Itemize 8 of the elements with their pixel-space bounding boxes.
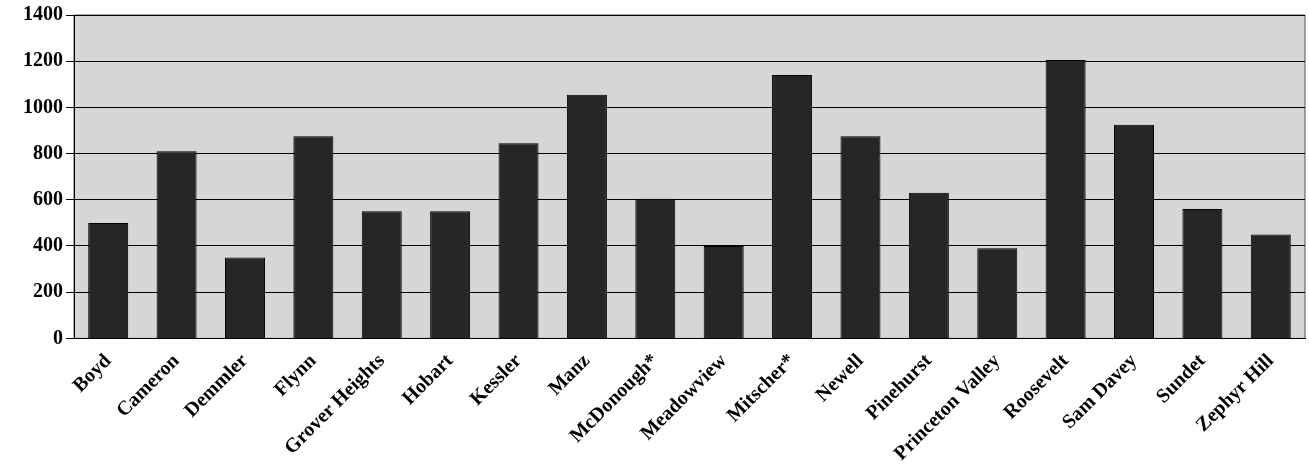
y-tick-label: 400	[33, 233, 63, 256]
y-tick-label: 1200	[23, 48, 63, 71]
y-tick-label: 0	[53, 325, 63, 348]
y-tick-label: 800	[33, 140, 63, 163]
y-tick-label: 1400	[23, 2, 63, 25]
y-tick-label: 200	[33, 279, 63, 302]
y-tick-label: 1000	[23, 94, 63, 117]
y-tick-label: 600	[33, 186, 63, 209]
